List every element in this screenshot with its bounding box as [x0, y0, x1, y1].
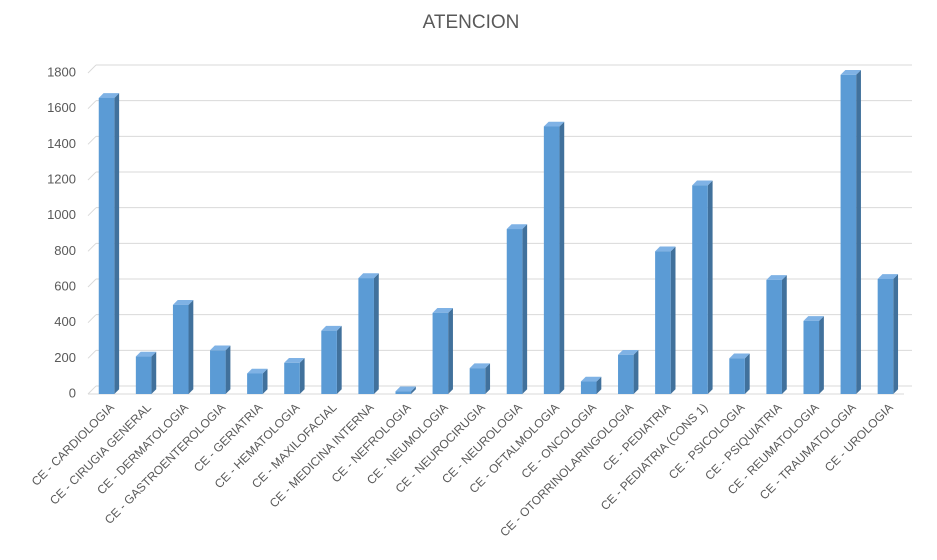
grid-depth [87, 314, 97, 324]
bar-top [469, 363, 491, 369]
y-tick-label: 1600 [47, 100, 76, 115]
bar-side [819, 316, 824, 394]
grid-depth [87, 349, 97, 359]
grid-depth [87, 278, 97, 288]
bar [766, 279, 782, 394]
bar [655, 251, 671, 394]
bar-side [485, 363, 491, 394]
bar-top [729, 353, 750, 359]
grid-depth [87, 207, 97, 217]
y-tick-label: 1000 [47, 207, 76, 222]
bar [543, 126, 560, 394]
bar [580, 381, 597, 394]
bar [284, 362, 300, 394]
bar [321, 330, 337, 394]
y-tick-label: 1200 [47, 171, 76, 186]
bar [358, 278, 374, 394]
bar [803, 320, 820, 394]
grid-depth [87, 242, 97, 252]
bar-side [151, 351, 157, 394]
bar [729, 358, 745, 394]
bar-side [299, 357, 305, 394]
y-tick-label: 1800 [47, 64, 76, 79]
bar [172, 304, 189, 394]
chart-title: ATENCION [423, 12, 520, 33]
bar-side [411, 386, 416, 394]
bar-top [98, 93, 120, 98]
bar [210, 350, 226, 394]
y-tick-label: 200 [54, 350, 76, 365]
bar-top [284, 357, 305, 363]
bar-top [321, 325, 342, 331]
bar-side [893, 274, 899, 394]
bar-side [188, 300, 194, 394]
bar-side [596, 376, 602, 394]
bar [432, 312, 449, 394]
bar-top [543, 121, 565, 127]
bar-side [633, 349, 639, 394]
grid-depth [87, 64, 97, 74]
grid-depth [87, 100, 97, 110]
bar-side [336, 325, 342, 394]
grid-depth [87, 135, 97, 145]
bar-top [210, 345, 231, 351]
bar-side [781, 275, 787, 394]
bar [840, 74, 857, 395]
bar-top [172, 300, 194, 305]
bar-side [670, 246, 676, 394]
bar-side [373, 273, 379, 394]
y-tick-label: 800 [54, 243, 76, 258]
y-tick-label: 600 [54, 278, 76, 293]
bar-top [877, 274, 899, 279]
bar [469, 368, 486, 394]
bar-top [580, 376, 602, 382]
y-tick-label: 400 [54, 314, 76, 329]
bar [135, 356, 152, 394]
bar [247, 373, 263, 394]
bar-side [225, 345, 231, 394]
bar-top [506, 224, 528, 230]
grid-depth [87, 385, 97, 395]
bar-top [618, 349, 639, 355]
bar-top [766, 275, 787, 280]
bar-top [247, 368, 268, 374]
bar-side [559, 121, 565, 394]
bar [618, 354, 634, 394]
bar-top [432, 308, 453, 313]
bar-side [114, 93, 120, 395]
bar-side [856, 69, 861, 394]
bar-side [522, 224, 528, 394]
bar-side [707, 180, 713, 394]
bar-side [448, 308, 453, 394]
bar-side [744, 353, 750, 394]
grid-depth [87, 171, 97, 181]
bar-top [840, 69, 861, 75]
bar-top [655, 246, 676, 252]
bar [395, 391, 412, 394]
bar-top [803, 316, 824, 321]
bar-top [135, 351, 157, 357]
bar [692, 185, 708, 394]
bar-top [692, 180, 713, 186]
bar [506, 229, 523, 394]
bar-side [262, 368, 268, 394]
bar [877, 278, 894, 394]
bar [98, 97, 115, 394]
bar-top [395, 386, 416, 392]
bar-top [358, 273, 379, 279]
y-tick-label: 0 [69, 385, 76, 400]
y-tick-label: 1400 [47, 136, 76, 151]
